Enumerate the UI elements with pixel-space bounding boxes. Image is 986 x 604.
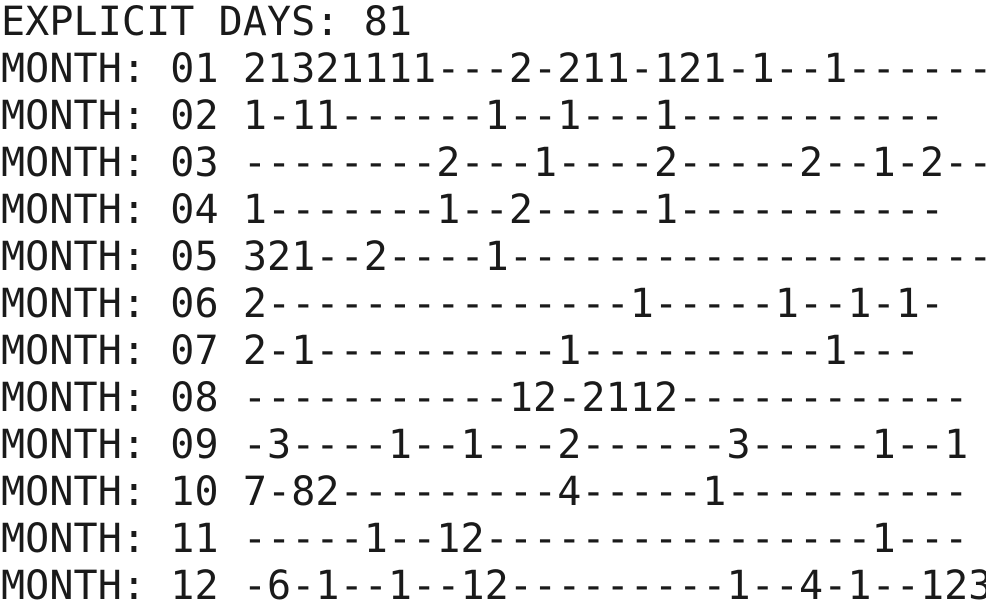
- month-number: 10: [170, 469, 219, 515]
- month-label: MONTH:: [1, 422, 147, 468]
- month-row: MONTH: 11 -----1--12----------------1---: [1, 516, 968, 563]
- month-label: MONTH:: [1, 187, 147, 233]
- month-number: 06: [170, 281, 219, 327]
- month-number: 09: [170, 422, 219, 468]
- month-row: MONTH: 02 1-11------1--1---1-----------: [1, 93, 944, 140]
- month-row: MONTH: 01 21321111---2-211-121-1--1-----…: [1, 46, 986, 93]
- month-label: MONTH:: [1, 93, 147, 139]
- month-label: MONTH:: [1, 234, 147, 280]
- month-days: 1-11------1--1---1-----------: [242, 93, 945, 139]
- month-days: 2-1----------1----------1---: [242, 328, 920, 374]
- month-days: -6-1--1--12---------1--4-1--123: [242, 563, 986, 604]
- month-number: 03: [170, 140, 219, 186]
- month-label: MONTH:: [1, 328, 147, 374]
- month-days: -3----1--1---2------3-----1--1: [242, 422, 969, 468]
- month-number: 08: [170, 375, 219, 421]
- month-days: 7-82---------4-----1----------: [242, 469, 969, 515]
- month-row: MONTH: 05 321--2----1-------------------…: [1, 234, 986, 281]
- month-label: MONTH:: [1, 375, 147, 421]
- explicit-days-line: EXPLICIT DAYS: 81: [1, 0, 412, 46]
- month-row: MONTH: 10 7-82---------4-----1----------: [1, 469, 968, 516]
- explicit-days-label: EXPLICIT DAYS:: [1, 0, 340, 45]
- month-label: MONTH:: [1, 516, 147, 562]
- month-label: MONTH:: [1, 469, 147, 515]
- month-days: -----------12-2112------------: [242, 375, 969, 421]
- month-number: 04: [170, 187, 219, 233]
- month-label: MONTH:: [1, 140, 147, 186]
- month-number: 02: [170, 93, 219, 139]
- month-row: MONTH: 08 -----------12-2112------------: [1, 375, 968, 422]
- month-days: -----1--12----------------1---: [242, 516, 969, 562]
- month-number: 11: [170, 516, 219, 562]
- month-label: MONTH:: [1, 46, 147, 92]
- month-number: 05: [170, 234, 219, 280]
- explicit-days-value: 81: [363, 0, 413, 45]
- month-days: --------2---1----2-----2--1-2--: [242, 140, 986, 186]
- month-label: MONTH:: [1, 281, 147, 327]
- month-number: 01: [170, 46, 219, 92]
- month-row: MONTH: 04 1-------1--2-----1-----------: [1, 187, 944, 234]
- month-number: 07: [170, 328, 219, 374]
- month-number: 12: [170, 563, 219, 604]
- month-row: MONTH: 03 --------2---1----2-----2--1-2-…: [1, 140, 986, 187]
- month-row: MONTH: 06 2---------------1-----1--1-1-: [1, 281, 944, 328]
- month-days: 2---------------1-----1--1-1-: [242, 281, 945, 327]
- month-row: MONTH: 09 -3----1--1---2------3-----1--1: [1, 422, 968, 469]
- month-days: 321--2----1--------------------: [242, 234, 986, 280]
- month-row: MONTH: 07 2-1----------1----------1---: [1, 328, 920, 375]
- month-days: 1-------1--2-----1-----------: [242, 187, 945, 233]
- month-row: MONTH: 12 -6-1--1--12---------1--4-1--12…: [1, 563, 986, 604]
- month-days: 21321111---2-211-121-1--1------: [242, 46, 986, 92]
- month-label: MONTH:: [1, 563, 147, 604]
